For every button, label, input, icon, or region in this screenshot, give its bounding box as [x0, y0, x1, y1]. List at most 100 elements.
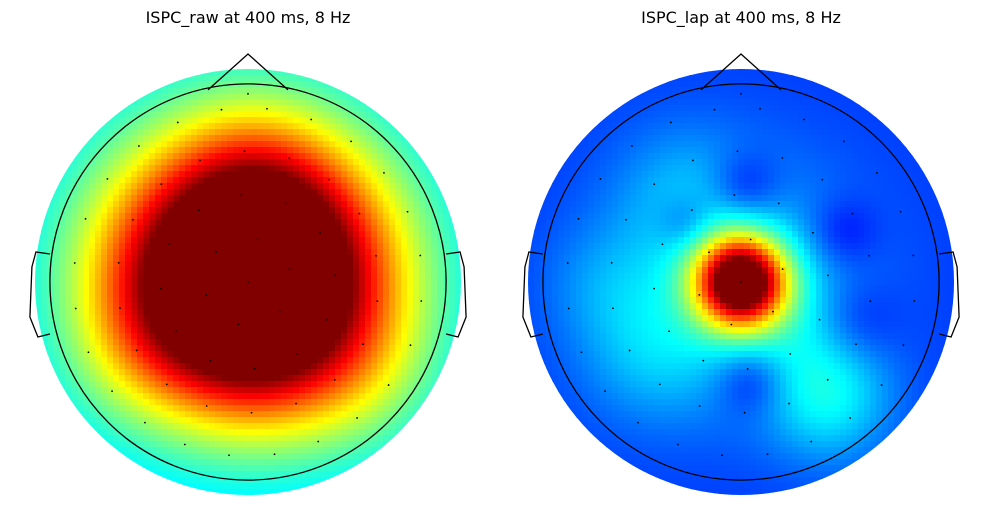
left-heat-cell [311, 477, 318, 484]
left-heat-cell [263, 303, 270, 310]
left-heat-cell [203, 441, 210, 448]
left-heat-cell [65, 381, 72, 388]
left-heat-cell [137, 357, 144, 364]
left-heat-cell [179, 207, 186, 214]
right-heat-cell [786, 111, 793, 118]
left-heat-cell [281, 405, 288, 412]
left-heat-cell [317, 339, 324, 346]
left-heat-cell [137, 231, 144, 238]
left-heat-cell [251, 369, 258, 376]
left-heat-cell [323, 123, 330, 130]
left-heat-cell [329, 207, 336, 214]
left-heat-cell [383, 297, 390, 304]
left-heat-cell [119, 231, 126, 238]
right-heat-cell [774, 75, 781, 82]
left-heat-cell [197, 285, 204, 292]
left-heat-cell [251, 111, 258, 118]
left-heat-cell [137, 105, 144, 112]
left-heat-cell [377, 123, 384, 130]
left-heat-cell [311, 315, 318, 322]
left-heat-cell [143, 87, 150, 94]
left-heat-cell [173, 279, 180, 286]
left-heat-cell [407, 195, 414, 202]
left-heat-cell [425, 339, 432, 346]
left-heat-cell [383, 351, 390, 358]
left-heat-cell [239, 333, 246, 340]
left-heat-cell [251, 129, 258, 136]
left-heat-cell [335, 393, 342, 400]
left-heat-cell [89, 381, 96, 388]
right-heat-cell [864, 105, 871, 112]
left-heat-cell [353, 405, 360, 412]
right-heat-cell [684, 111, 691, 118]
left-heat-cell [125, 123, 132, 130]
left-heat-cell [353, 369, 360, 376]
left-heat-cell [149, 123, 156, 130]
left-heat-cell [221, 255, 228, 262]
left-heat-cell [119, 417, 126, 424]
left-heat-cell [413, 261, 420, 268]
right-heat-cell [810, 135, 817, 142]
left-heat-cell [293, 489, 300, 495]
right-heat-cell [696, 171, 703, 178]
left-heat-cell [221, 177, 228, 184]
right-heat-cell [846, 147, 853, 154]
left-heat-cell [191, 195, 198, 202]
left-heat-cell [275, 417, 282, 424]
left-heat-cell [389, 309, 396, 316]
right-heat-cell [744, 159, 751, 166]
left-heat-cell [149, 285, 156, 292]
right-heat-cell [864, 111, 871, 118]
right-heat-cell [780, 141, 787, 148]
left-heat-cell [179, 285, 186, 292]
right-heat-cell [702, 105, 709, 112]
left-heat-cell [125, 207, 132, 214]
left-heat-cell [215, 441, 222, 448]
left-heat-cell [119, 171, 126, 178]
right-heat-cell [618, 159, 625, 166]
left-heat-cell [215, 285, 222, 292]
right-heat-cell [726, 135, 733, 142]
right-heat-cell [630, 165, 637, 172]
left-heat-cell [113, 153, 120, 160]
left-heat-cell [77, 279, 84, 286]
left-heat-cell [137, 465, 144, 472]
left-heat-cell [233, 189, 240, 196]
right-heat-cell [570, 171, 577, 178]
right-heat-cell [786, 159, 793, 166]
left-heat-cell [359, 321, 366, 328]
left-heat-cell [233, 171, 240, 178]
left-heat-cell [419, 297, 426, 304]
left-heat-cell [137, 183, 144, 190]
left-heat-cell [431, 393, 438, 400]
left-heat-cell [251, 225, 258, 232]
left-heat-cell [269, 429, 276, 436]
left-heat-cell [107, 327, 114, 334]
left-heat-cell [287, 333, 294, 340]
left-heat-cell [113, 309, 120, 316]
left-heat-cell [395, 315, 402, 322]
left-heat-cell [161, 447, 168, 454]
left-heat-cell [401, 381, 408, 388]
left-heat-cell [173, 105, 180, 112]
left-heat-cell [197, 177, 204, 184]
left-heat-cell [275, 303, 282, 310]
left-heat-cell [125, 183, 132, 190]
left-heat-cell [401, 171, 408, 178]
left-heat-cell [287, 225, 294, 232]
left-heat-cell [359, 165, 366, 172]
left-heat-cell [77, 411, 84, 418]
left-heat-cell [137, 123, 144, 130]
right-heat-cell [654, 165, 661, 172]
right-heat-cell [792, 129, 799, 136]
left-heat-cell [335, 129, 342, 136]
left-heat-cell [323, 309, 330, 316]
left-heat-cell [365, 117, 372, 124]
right-heat-cell [810, 165, 817, 172]
right-heat-cell [702, 153, 709, 160]
left-heat-cell [299, 243, 306, 250]
left-heat-cell [65, 333, 72, 340]
left-heat-cell [401, 423, 408, 430]
left-heat-cell [59, 195, 66, 202]
left-heat-cell [431, 255, 438, 262]
